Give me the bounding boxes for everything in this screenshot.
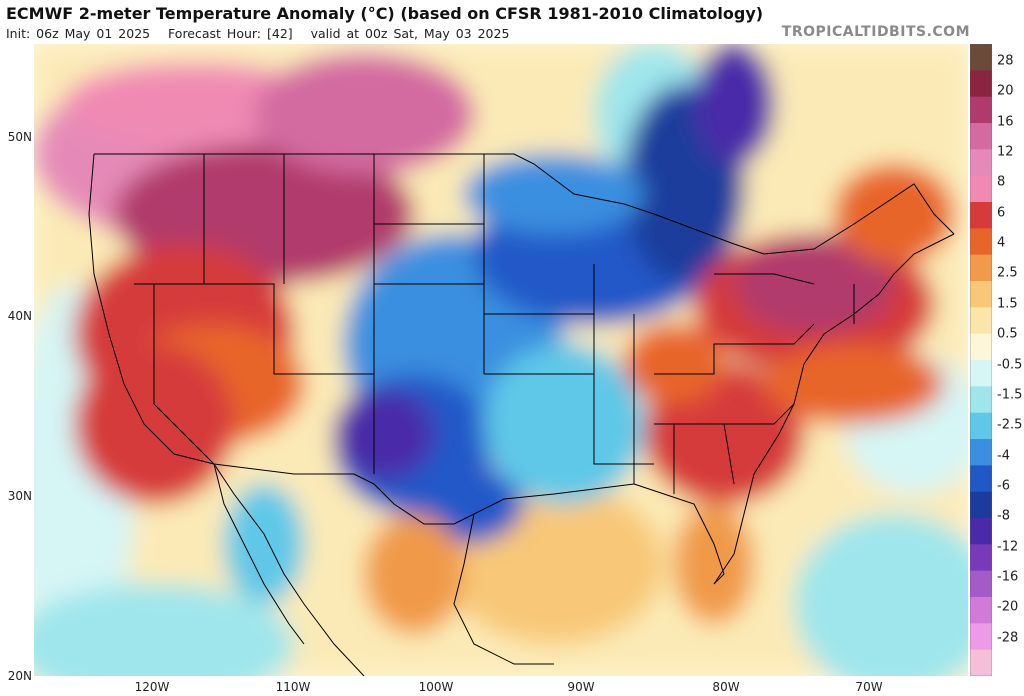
colorbar-swatch [970,254,992,282]
colorbar-label: -2.5 [997,417,1023,433]
colorbar-swatch [970,491,992,519]
colorbar-label: -20 [997,599,1019,615]
colorbar-label: 4 [997,235,1006,251]
colorbar-label: -12 [997,539,1019,555]
lon-label-120w: 120W [134,680,170,694]
colorbar-label: 28 [997,53,1014,69]
lat-label-50n: 50N [7,130,32,144]
colorbar-swatch [970,570,992,598]
colorbar-swatch [970,123,992,150]
colorbar-swatch [970,307,992,335]
valid-time: valid at 00z Sat, May 03 2025 [310,26,510,41]
lon-label-70w: 70W [855,680,883,694]
anomaly-field [34,44,968,676]
colorbar-swatch [970,202,992,229]
init-time: Init: 06z May 01 2025 [6,26,151,41]
colorbar-swatch [970,412,992,440]
colorbar-label: 2.5 [997,265,1018,281]
colorbar-swatch [970,228,992,256]
colorbar-swatch [970,96,992,124]
state-boundaries [88,153,955,676]
colorbar-swatch [970,333,992,361]
colorbar-label: -1.5 [997,387,1023,403]
anomaly-map [34,44,968,676]
lon-label-110w: 110W [275,680,311,694]
colorbar-label: 12 [997,144,1014,160]
colorbar-label: 8 [997,174,1006,190]
colorbar-label: 16 [997,114,1014,130]
colorbar-swatch [970,439,992,466]
colorbar-swatch [970,149,992,177]
colorbar-label: 0.5 [997,326,1018,342]
colorbar-label: 6 [997,205,1006,221]
colorbar-label: -0.5 [997,357,1023,373]
brand-watermark: TROPICALTIDBITS.COM [781,24,970,40]
colorbar-swatch [970,649,992,676]
colorbar-label: -4 [997,448,1010,464]
colorbar-label: 1.5 [997,296,1018,312]
lat-label-20n: 20N [7,669,32,683]
forecast-hour: Forecast Hour: [42] [168,26,293,41]
lon-label-100w: 100W [418,680,454,694]
colorbar [970,44,992,676]
map-subtitle: Init: 06z May 01 2025 Forecast Hour: [42… [6,26,509,41]
colorbar-swatch [970,44,992,71]
colorbar-swatch [970,623,992,651]
colorbar-label: -8 [997,508,1010,524]
map-title: ECMWF 2-meter Temperature Anomaly (°C) (… [6,4,764,23]
colorbar-swatch [970,518,992,545]
colorbar-label: -16 [997,569,1019,585]
colorbar-label: -28 [997,630,1019,646]
colorbar-swatch [970,386,992,414]
colorbar-label: 20 [997,83,1014,99]
colorbar-swatch [970,70,992,98]
colorbar-label: -6 [997,478,1010,494]
colorbar-swatch [970,544,992,572]
lon-label-90w: 90W [567,680,595,694]
lon-label-80w: 80W [712,680,740,694]
lat-label-30n: 30N [7,489,32,503]
colorbar-swatch [970,597,992,624]
colorbar-swatch [970,175,992,203]
lat-label-40n: 40N [7,309,32,323]
colorbar-swatch [970,281,992,308]
colorbar-swatch [970,360,992,387]
colorbar-swatch [970,465,992,493]
